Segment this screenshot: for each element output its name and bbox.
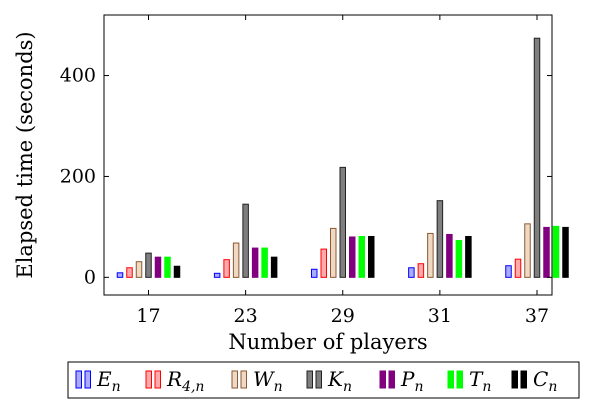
bar-c-17	[173, 265, 181, 278]
bar-e-23	[213, 272, 221, 278]
bar-c-23	[270, 256, 278, 278]
legend-entry-r: R4,n	[145, 367, 204, 395]
legend-label: Kn	[327, 367, 352, 395]
bar-k-17	[145, 252, 152, 278]
bar-r-29	[320, 248, 327, 278]
bar-w-23	[232, 242, 240, 278]
legend-entry-w: Wn	[231, 367, 283, 395]
bar-r-17	[126, 267, 133, 278]
bar-e-17	[116, 272, 124, 278]
bar-e-29	[311, 268, 318, 278]
bar-w-31	[427, 232, 434, 278]
bar-e-31	[408, 267, 415, 278]
legend-swatch	[315, 370, 322, 389]
legend-swatch	[379, 370, 386, 389]
legend-entry-p: Pn	[379, 367, 424, 395]
legend-label: R4,n	[166, 367, 204, 395]
legend-label: En	[96, 367, 121, 395]
bar-p-31	[446, 233, 453, 278]
legend-swatch	[231, 370, 238, 389]
bar-t-23	[261, 247, 268, 278]
bar-t-17	[164, 256, 171, 278]
legend-swatch	[520, 370, 527, 389]
legend-swatch	[240, 370, 247, 389]
legend-label: Pn	[400, 367, 424, 395]
bar-p-37	[543, 226, 550, 278]
x-tick-label: 31	[428, 305, 452, 327]
bar-r-37	[514, 258, 522, 278]
legend-label: Tn	[469, 367, 491, 395]
bar-k-31	[436, 200, 444, 278]
bar-w-29	[330, 227, 337, 278]
bar-p-23	[251, 247, 259, 278]
legend-swatch	[84, 370, 91, 389]
legend-swatch	[75, 370, 82, 389]
legend-entry-e: En	[75, 367, 121, 395]
y-tick-label: 0	[84, 266, 96, 288]
bar-t-31	[455, 240, 463, 278]
bar-k-23	[242, 203, 249, 278]
legend-swatch	[388, 370, 395, 389]
y-tick-label: 400	[60, 65, 96, 87]
x-tick-label: 37	[525, 305, 549, 327]
legend-swatch	[306, 370, 313, 389]
bar-r-31	[417, 263, 425, 278]
plot-area	[116, 37, 569, 278]
axis-ticks: 17 23 29 31 37 0 200 400	[60, 15, 552, 327]
bar-c-37	[562, 226, 569, 278]
legend-entry-c: Cn	[511, 367, 557, 395]
legend-label: Cn	[533, 367, 557, 395]
legend-entry-k: Kn	[306, 367, 352, 395]
bar-p-29	[349, 236, 356, 278]
legend-label: Wn	[253, 367, 283, 395]
x-tick-label: 29	[331, 305, 355, 327]
x-tick-label: 17	[136, 305, 160, 327]
y-tick-label: 200	[60, 165, 96, 187]
legend-swatch	[154, 370, 161, 389]
legend-swatch	[511, 370, 518, 389]
legend-swatch	[456, 370, 463, 389]
x-axis-label: Number of players	[228, 330, 427, 354]
bar-k-37	[533, 37, 541, 278]
legend-frame	[67, 361, 580, 399]
bar-p-17	[154, 256, 162, 278]
bar-t-29	[358, 235, 365, 278]
legend-swatch	[447, 370, 454, 389]
bar-t-37	[552, 225, 560, 278]
legend-entry-t: Tn	[447, 367, 491, 395]
bar-w-37	[524, 223, 531, 278]
x-tick-label: 23	[234, 305, 258, 327]
bar-c-31	[465, 235, 472, 278]
bar-r-23	[223, 259, 230, 278]
bar-e-37	[505, 265, 512, 278]
bar-k-29	[339, 166, 346, 278]
y-axis-label: Elapsed time (seconds)	[13, 31, 37, 278]
legend: En R4,n Wn Kn Pn Tn Cn	[67, 361, 580, 399]
bar-w-17	[135, 261, 143, 278]
axis-frame	[103, 14, 553, 296]
legend-swatch	[145, 370, 152, 389]
bar-c-29	[368, 235, 375, 278]
